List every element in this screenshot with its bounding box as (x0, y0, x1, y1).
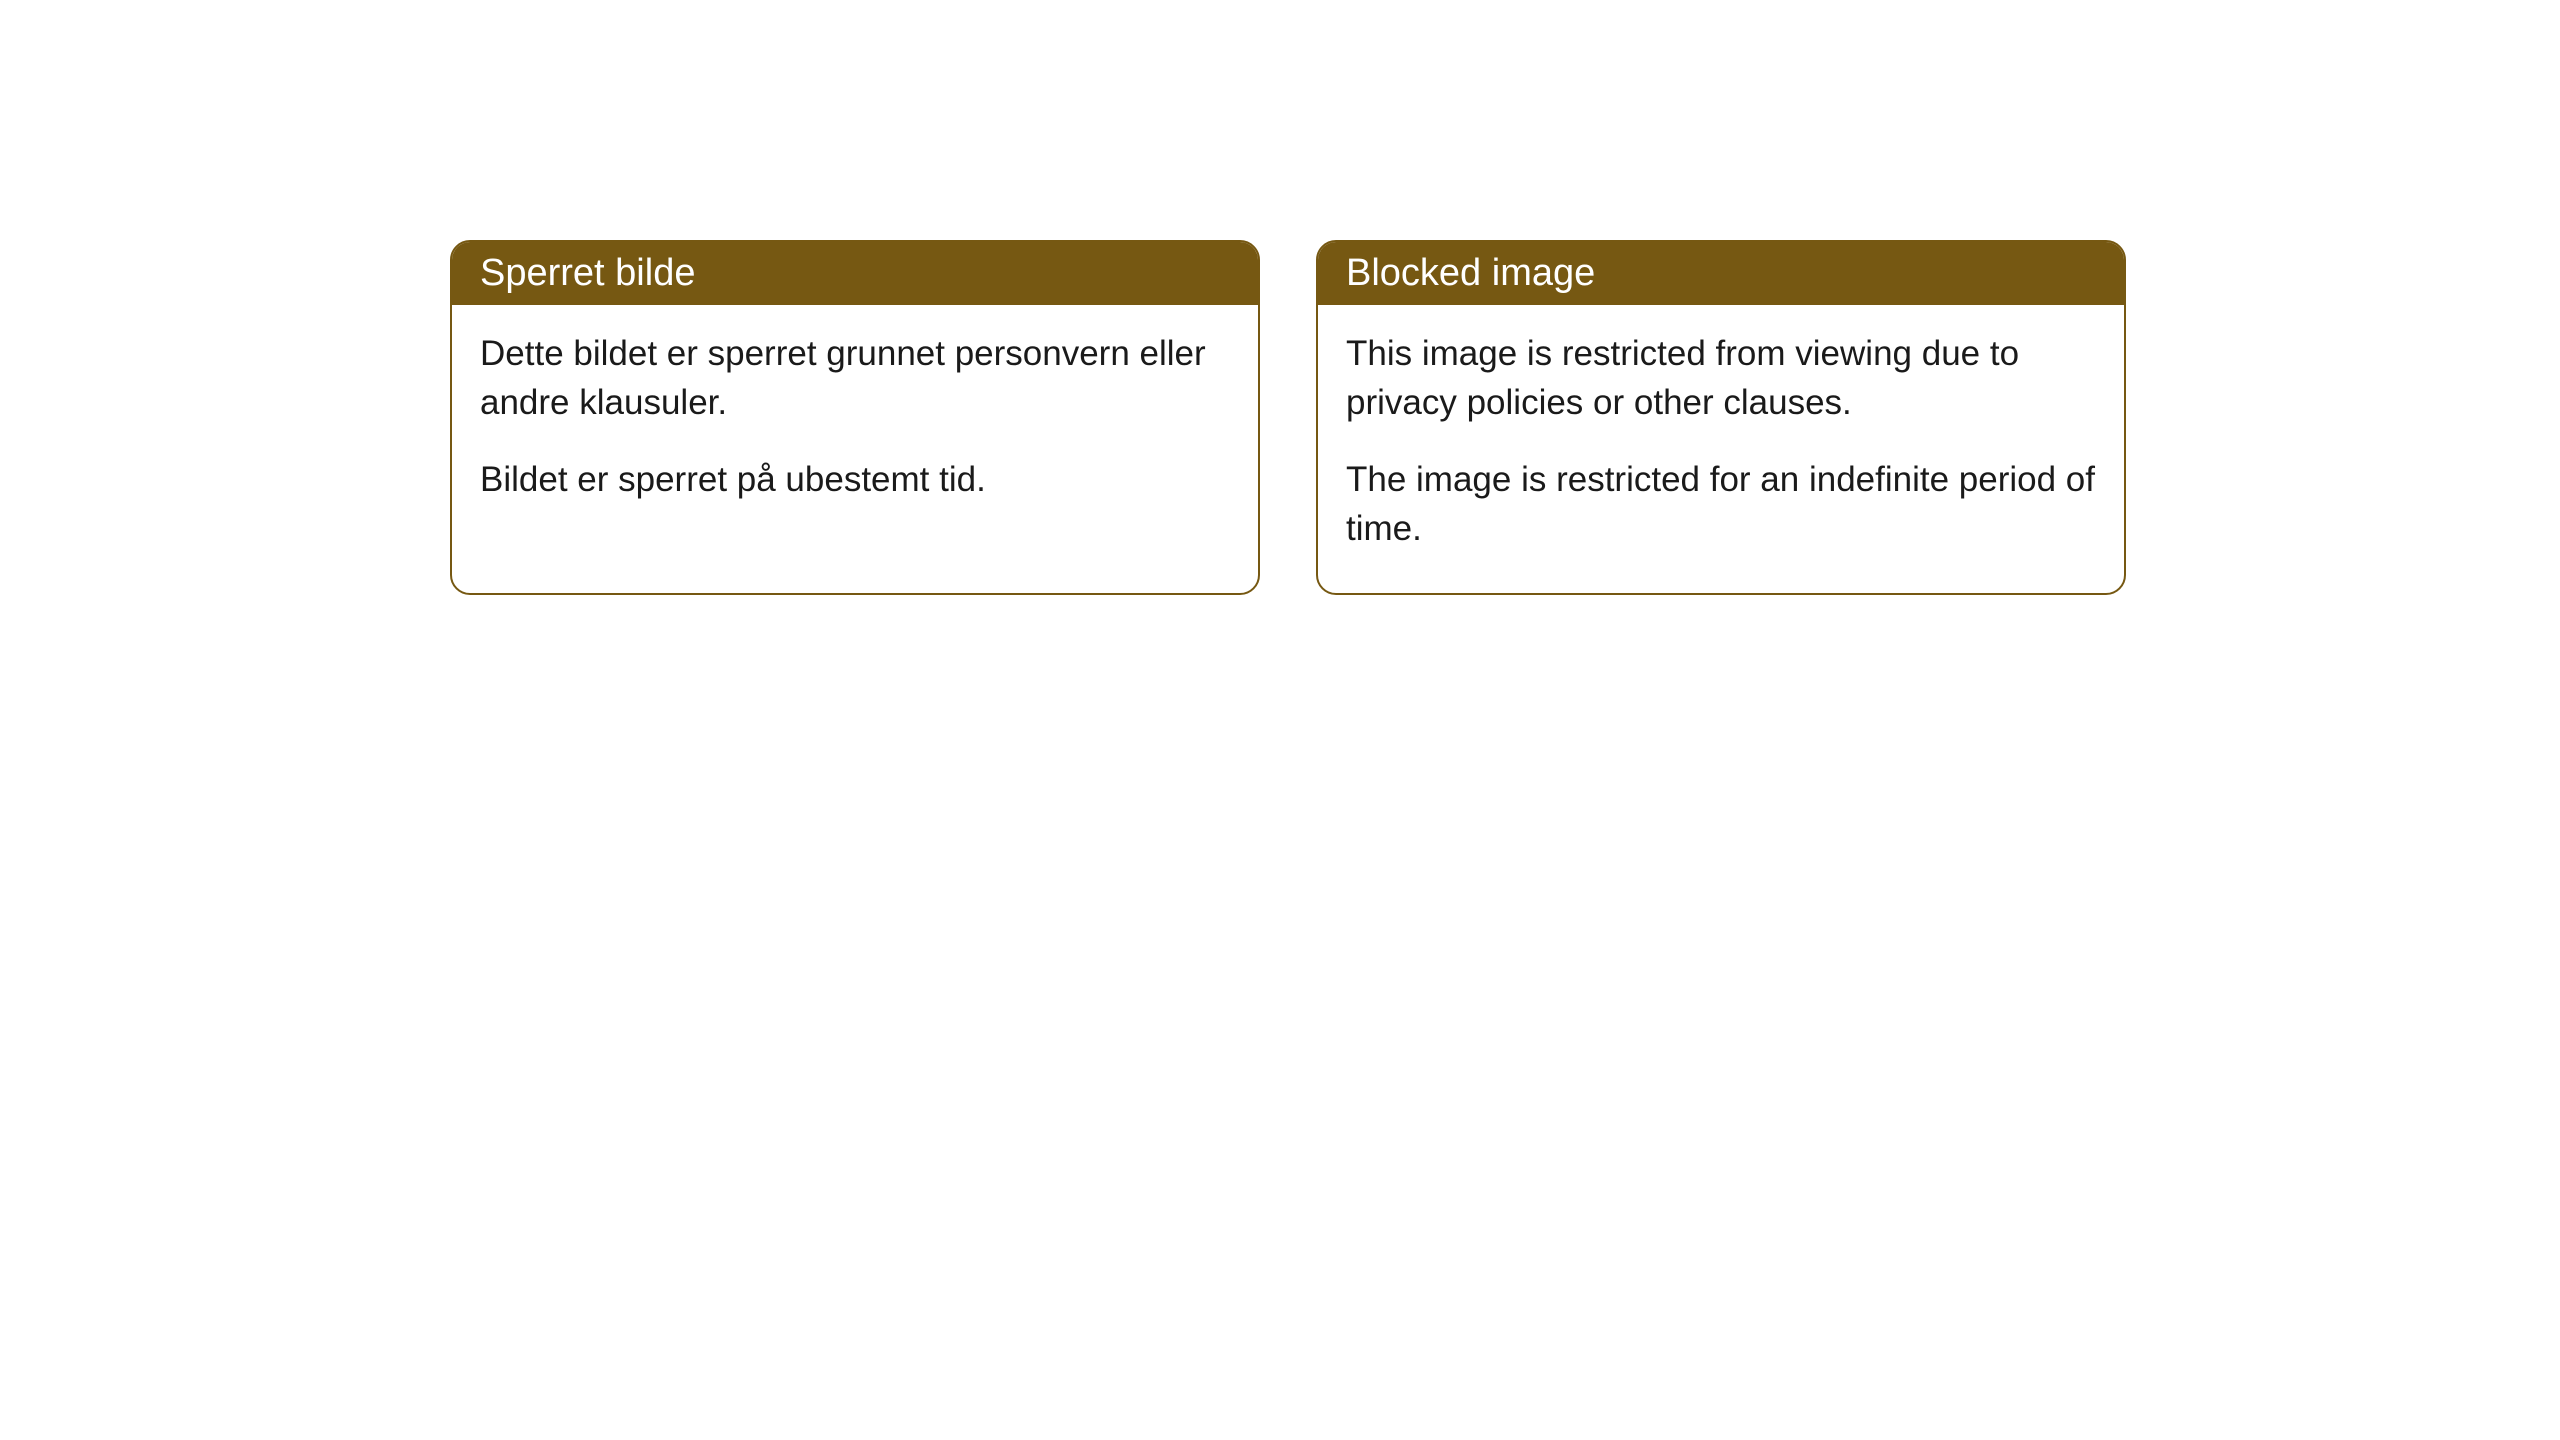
card-header-english: Blocked image (1318, 242, 2124, 305)
card-norwegian: Sperret bilde Dette bildet er sperret gr… (450, 240, 1260, 595)
card-body-norwegian: Dette bildet er sperret grunnet personve… (452, 305, 1258, 544)
card-title-norwegian: Sperret bilde (480, 252, 695, 294)
card-paragraph-english-2: The image is restricted for an indefinit… (1346, 455, 2096, 553)
card-english: Blocked image This image is restricted f… (1316, 240, 2126, 595)
card-title-english: Blocked image (1346, 252, 1595, 294)
card-body-english: This image is restricted from viewing du… (1318, 305, 2124, 593)
cards-container: Sperret bilde Dette bildet er sperret gr… (450, 240, 2126, 595)
card-paragraph-norwegian-2: Bildet er sperret på ubestemt tid. (480, 455, 1230, 504)
card-paragraph-english-1: This image is restricted from viewing du… (1346, 329, 2096, 427)
card-paragraph-norwegian-1: Dette bildet er sperret grunnet personve… (480, 329, 1230, 427)
card-header-norwegian: Sperret bilde (452, 242, 1258, 305)
